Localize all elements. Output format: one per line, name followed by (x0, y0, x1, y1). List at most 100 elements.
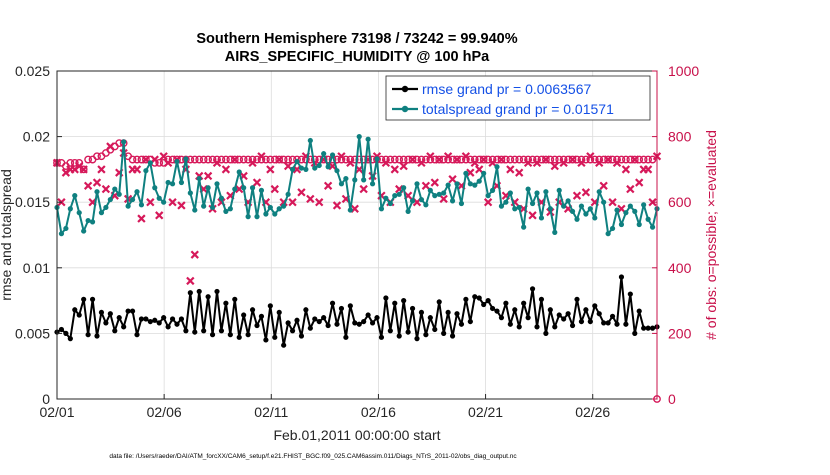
obs-possible-marker (435, 155, 444, 164)
obs-evaluated-marker (626, 184, 635, 194)
obs-evaluated-marker (541, 155, 551, 164)
totalspread-point (463, 170, 469, 176)
totalspread-point (107, 196, 113, 203)
obs-evaluated-marker (621, 165, 631, 174)
rmse-point (547, 307, 553, 313)
obs-evaluated-marker (599, 181, 608, 190)
rmse-point (401, 298, 407, 304)
rmse-point (458, 321, 465, 327)
totalspread-point (601, 199, 607, 205)
rmse-point (574, 296, 580, 302)
totalspread-point (156, 195, 162, 201)
totalspread-point (129, 196, 136, 203)
obs-possible-marker (648, 155, 657, 164)
rmse-point (196, 288, 202, 295)
rmse-point (543, 330, 549, 336)
y-right-tick-label: 800 (668, 129, 692, 145)
data-file-footer: data file: /Users/raeder/DAI/ATM_forcXX/… (109, 453, 517, 460)
rmse-point (578, 318, 585, 325)
totalspread-point (556, 187, 562, 193)
totalspread-point (361, 177, 367, 183)
rmse-point (472, 294, 478, 300)
rmse-point (112, 328, 118, 334)
rmse-point (285, 320, 291, 326)
obs-evaluated-marker (426, 152, 435, 161)
rmse-point (156, 320, 162, 326)
rmse-point (76, 312, 82, 318)
obs-possible-marker (208, 155, 217, 164)
totalspread-point (529, 200, 536, 207)
rmse-point (467, 318, 473, 325)
obs-evaluated-marker (230, 155, 239, 164)
obs-possible-marker (217, 155, 226, 164)
obs-possible-marker (617, 155, 626, 164)
rmse-point (356, 321, 362, 327)
obs-possible-marker (408, 155, 417, 164)
x-tick-label: 02/26 (575, 404, 610, 420)
rmse-point (63, 330, 69, 336)
obs-evaluated-marker (452, 155, 462, 164)
obs-possible-marker (479, 155, 488, 164)
rmse-point (276, 309, 282, 316)
totalspread-point (227, 206, 233, 212)
rmse-point (476, 295, 482, 301)
rmse-point (67, 336, 73, 342)
totalspread-point (298, 165, 305, 171)
x-tick-label: 02/01 (39, 404, 74, 420)
totalspread-point (485, 193, 491, 199)
rmse-point (494, 308, 500, 314)
totalspread-point (303, 166, 309, 172)
totalspread-point (436, 191, 442, 197)
rmse-point (632, 330, 638, 336)
rmse-point (427, 315, 433, 321)
legend-rmse-marker (401, 85, 409, 93)
rmse-point (609, 313, 616, 319)
obs-evaluated-marker (439, 194, 448, 204)
rmse-point (81, 296, 87, 302)
obs-evaluated-marker (332, 201, 342, 210)
totalspread-point (103, 204, 109, 211)
totalspread-point (94, 189, 100, 195)
totalspread-point (445, 182, 451, 188)
totalspread-point (89, 219, 96, 225)
totalspread-point (121, 139, 127, 145)
obs-evaluated-marker (79, 165, 88, 174)
legend: rmse grand pr = 0.0063567 totalspread gr… (385, 75, 651, 121)
obs-evaluated-marker (359, 184, 368, 194)
obs-evaluated-marker (475, 165, 484, 174)
rmse-point (272, 334, 278, 340)
totalspread-point (276, 206, 282, 212)
obs-possible-marker (510, 155, 519, 164)
totalspread-point (578, 203, 585, 209)
rmse-point (161, 315, 167, 321)
rmse-point (98, 309, 105, 316)
totalspread-point (418, 196, 425, 203)
obs-evaluated-marker (435, 155, 444, 164)
obs-possible-marker (199, 155, 208, 164)
obs-evaluated-marker (137, 214, 146, 223)
obs-evaluated-marker (106, 142, 115, 151)
totalspread-point (236, 169, 242, 175)
obs-evaluated-marker (483, 198, 493, 207)
obs-evaluated-marker (581, 188, 591, 197)
obs-possible-marker (604, 155, 613, 164)
totalspread-point (392, 193, 398, 199)
obs-possible-marker (141, 155, 150, 164)
totalspread-point (85, 217, 91, 224)
totalspread-point (152, 185, 158, 191)
totalspread-point (329, 152, 336, 158)
x-tick-label: 02/06 (147, 404, 182, 420)
totalspread-point (138, 202, 145, 208)
obs-possible-marker (528, 155, 537, 164)
totalspread-point (365, 136, 371, 142)
totalspread-point (636, 221, 642, 228)
totalspread-point (187, 190, 193, 196)
rmse-point (178, 316, 185, 322)
rmse-point (583, 307, 589, 313)
rmse-point (152, 317, 158, 323)
rmse-point (107, 311, 113, 317)
totalspread-point (196, 175, 202, 182)
rmse-point (72, 307, 78, 313)
rmse-point (192, 329, 198, 335)
